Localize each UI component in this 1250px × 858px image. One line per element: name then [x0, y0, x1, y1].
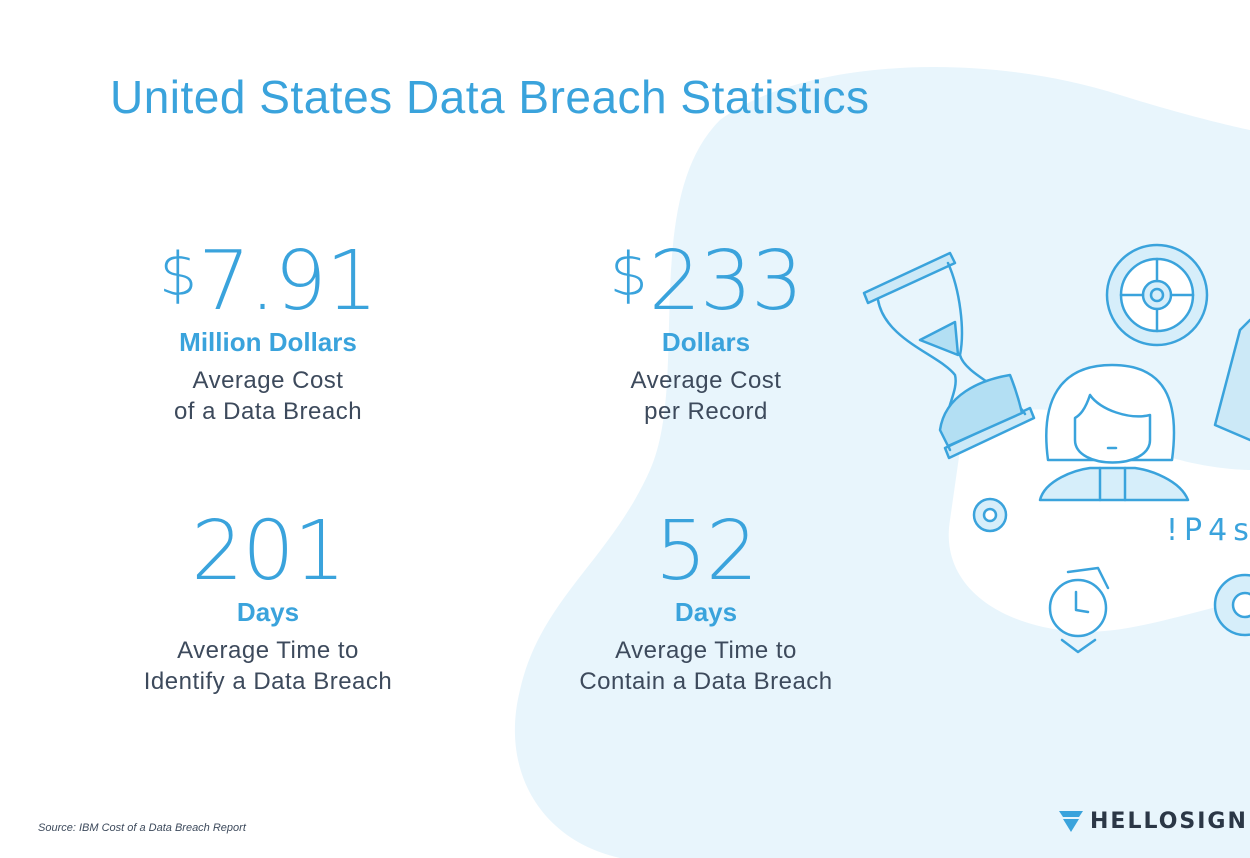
password-text: !P4s — [1166, 513, 1250, 548]
watch-icon — [1048, 566, 1110, 654]
stat-value: 52 — [516, 511, 896, 593]
stat-description-line: Average Time to — [177, 637, 359, 664]
illustration — [862, 243, 1250, 654]
stat-unit: Days — [236, 597, 300, 627]
stat-number: 201 — [191, 504, 346, 599]
stat-unit: Days — [674, 597, 738, 627]
brand-logo: HELLOSIGN — [1058, 808, 1248, 834]
stat-time-to-identify: 201 Days Average Time to Identify a Data… — [78, 511, 458, 697]
source-note: Source: IBM Cost of a Data Breach Report — [38, 822, 246, 834]
stat-description-line: Average Time to — [615, 637, 797, 664]
stat-number: 52 — [654, 504, 758, 599]
stat-description: Average Time to Contain a Data Breach — [516, 635, 896, 697]
stat-unit: Dollars — [661, 327, 751, 357]
stat-value: 201 — [78, 511, 458, 593]
stat-description-line: Identify a Data Breach — [143, 668, 393, 695]
small-gear-icon — [972, 497, 1008, 533]
gear-icon — [1105, 243, 1209, 347]
page-title: United States Data Breach Statistics — [110, 71, 870, 123]
stat-time-to-contain: 52 Days Average Time to Contain a Data B… — [516, 511, 896, 697]
hellosign-logo-icon — [1059, 811, 1083, 832]
hourglass-icon — [862, 251, 1036, 460]
stat-description-line: of a Data Breach — [173, 398, 363, 425]
stat-description: Average Time to Identify a Data Breach — [78, 635, 458, 697]
stat-description: Average Cost of a Data Breach — [78, 365, 458, 427]
stat-unit: Million Dollars — [179, 327, 357, 357]
stat-average-cost-breach: $7.91 Million Dollars Average Cost of a … — [78, 234, 458, 427]
stat-description: Average Cost per Record — [516, 365, 896, 427]
currency-symbol: $ — [159, 240, 197, 310]
currency-symbol: $ — [609, 240, 648, 310]
right-gear-icon — [1213, 573, 1250, 637]
stat-number: 233 — [648, 234, 804, 329]
stat-value: $7.91 — [78, 234, 458, 323]
stat-description-line: Average Cost — [192, 367, 344, 394]
brand-name: HELLOSIGN — [1090, 808, 1248, 834]
device-icon — [1213, 318, 1250, 442]
stat-average-cost-record: $233 Dollars Average Cost per Record — [516, 234, 896, 427]
stat-description-line: Contain a Data Breach — [579, 668, 833, 695]
person-icon — [1038, 363, 1190, 502]
stat-number: 7.91 — [198, 234, 378, 329]
stat-description-line: per Record — [644, 398, 768, 425]
stat-value: $233 — [516, 234, 896, 323]
stat-description-line: Average Cost — [630, 367, 782, 394]
